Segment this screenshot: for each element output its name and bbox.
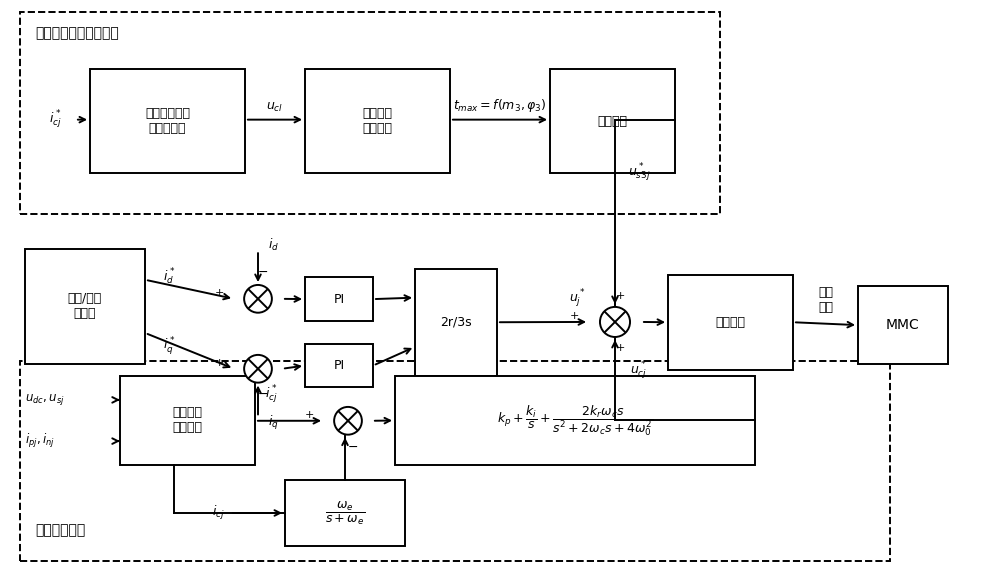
Text: $i^*_d$: $i^*_d$ [163, 267, 175, 287]
Text: 调制波最
大值计算: 调制波最 大值计算 [362, 108, 392, 135]
Text: +: + [215, 288, 224, 298]
Bar [550, 69, 675, 173]
Circle shape [334, 407, 362, 435]
Text: 最优三次谐波注入策略: 最优三次谐波注入策略 [35, 26, 119, 40]
Text: 驱动
信号: 驱动 信号 [818, 286, 833, 313]
Text: 功率/电压
控制环: 功率/电压 控制环 [68, 292, 102, 320]
Text: $u_{cl}$: $u_{cl}$ [266, 101, 284, 114]
Text: −: − [348, 440, 358, 453]
Text: $u^*_{cj}$: $u^*_{cj}$ [630, 360, 647, 382]
Bar [25, 249, 145, 364]
Text: MMC: MMC [886, 318, 920, 332]
Text: $i_{pj},i_{nj}$: $i_{pj},i_{nj}$ [25, 432, 55, 450]
Text: −: − [258, 388, 268, 401]
Text: $k_p+\dfrac{k_i}{s}+\dfrac{2k_r\omega_c s}{s^2+2\omega_c s+4\omega_0^2}$: $k_p+\dfrac{k_i}{s}+\dfrac{2k_r\omega_c … [497, 403, 653, 438]
Bar [305, 69, 450, 173]
Text: +: + [305, 410, 314, 420]
Text: $u^*_j$: $u^*_j$ [569, 288, 585, 310]
Bar [285, 480, 405, 546]
Bar [415, 269, 497, 376]
Text: $i^*_{cj}$: $i^*_{cj}$ [265, 384, 278, 406]
Text: $i_d$: $i_d$ [268, 236, 279, 253]
Text: 2r/3s: 2r/3s [440, 316, 472, 329]
Text: 调制算法: 调制算法 [716, 316, 746, 329]
Bar [120, 376, 255, 465]
Text: +: + [570, 311, 579, 321]
Text: PI: PI [333, 359, 345, 372]
Text: $i_{cj}$: $i_{cj}$ [212, 504, 225, 522]
Bar [90, 69, 245, 173]
Circle shape [244, 355, 272, 383]
Bar [305, 277, 373, 321]
Text: 约束条件: 约束条件 [598, 115, 628, 128]
Bar [20, 361, 890, 561]
Text: +: + [615, 291, 625, 301]
Bar [395, 376, 755, 465]
Bar [20, 12, 720, 214]
Circle shape [600, 307, 630, 337]
Text: −: − [258, 266, 268, 279]
Text: $i_q$: $i_q$ [268, 414, 279, 432]
Text: 注入环流产生
的桥臂压降: 注入环流产生 的桥臂压降 [145, 108, 190, 135]
Text: +: + [615, 343, 625, 353]
Text: $t_{max}=f(m_3,\varphi_3)$: $t_{max}=f(m_3,\varphi_3)$ [453, 97, 547, 114]
Text: $u^*_{s3j}$: $u^*_{s3j}$ [628, 162, 650, 184]
Text: $u_{dc},u_{sj}$: $u_{dc},u_{sj}$ [25, 392, 65, 407]
Text: $i^*_q$: $i^*_q$ [163, 335, 175, 357]
Text: +: + [215, 358, 224, 368]
Text: 桥臂瞬时
能量控制: 桥臂瞬时 能量控制 [173, 406, 202, 435]
Text: $i^*_{cj}$: $i^*_{cj}$ [49, 109, 61, 131]
Circle shape [244, 285, 272, 313]
Bar [305, 344, 373, 387]
Text: $\dfrac{\omega_e}{s+\omega_e}$: $\dfrac{\omega_e}{s+\omega_e}$ [325, 499, 365, 527]
Text: 环流注入策略: 环流注入策略 [35, 524, 85, 538]
Bar [668, 275, 793, 370]
Bar [858, 286, 948, 364]
Text: PI: PI [333, 292, 345, 306]
